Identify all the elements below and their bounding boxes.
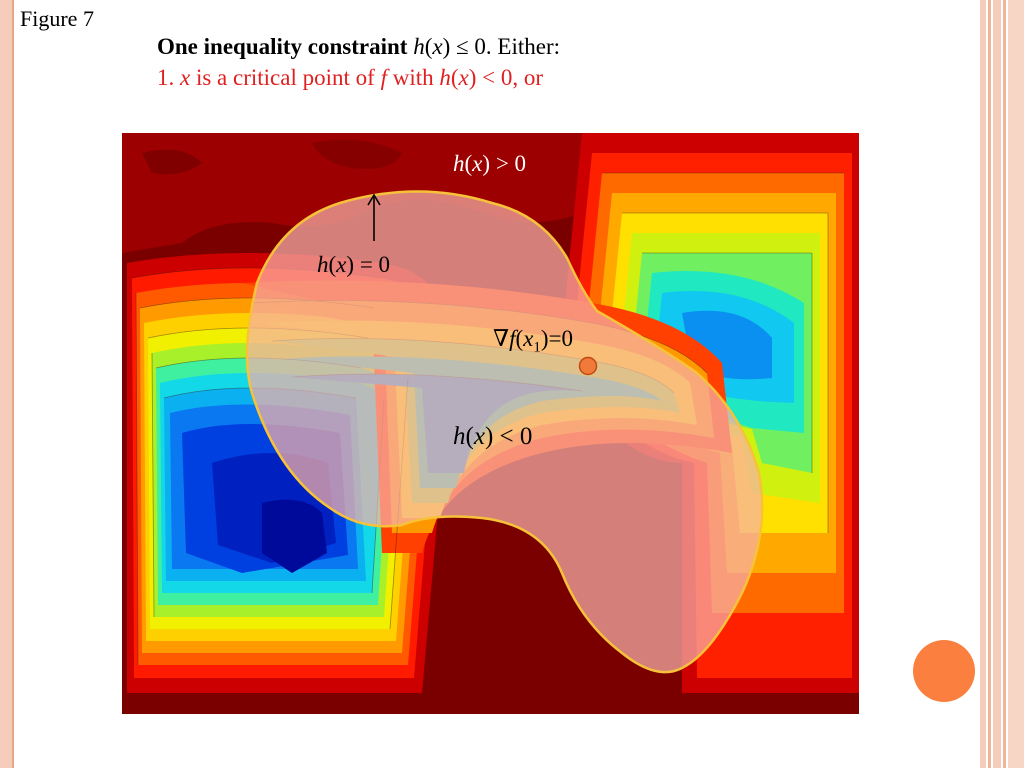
subtitle-mid: is a critical point of xyxy=(190,65,381,90)
contour-plot xyxy=(122,133,859,714)
subtitle-with: with xyxy=(386,65,440,90)
subtitle-x: x xyxy=(180,65,191,90)
contour-patch xyxy=(142,149,202,175)
title-x: x xyxy=(432,34,443,59)
slide-frame-left xyxy=(0,0,12,768)
label-gradient-zero: ∇f(x1)=0 xyxy=(493,326,573,356)
feasible-region xyxy=(245,190,764,674)
title-rest: ≤ 0. Either: xyxy=(450,34,560,59)
label-h-boundary: h(x) = 0 xyxy=(317,252,391,277)
slide-title: One inequality constraint h(x) ≤ 0. Eith… xyxy=(157,34,560,59)
subtitle-h: h xyxy=(439,65,451,90)
contour-patch xyxy=(312,139,402,169)
slide-frame-right xyxy=(980,0,1024,768)
contour-band-top xyxy=(122,133,582,253)
subtitle-f: f xyxy=(380,65,387,90)
subtitle-end: < 0, or xyxy=(476,65,544,90)
subtitle-x2: x xyxy=(458,65,469,90)
figure-label: Figure 7 xyxy=(20,6,94,31)
slide-decoration-dot xyxy=(913,640,975,702)
title-h: h xyxy=(413,34,425,59)
title-bold: One inequality constraint xyxy=(157,34,408,59)
critical-point-marker xyxy=(578,356,598,376)
boundary-arrow xyxy=(367,193,381,241)
label-h-positive: h(x) > 0 xyxy=(453,151,527,176)
slide-frame-left-line xyxy=(12,0,14,768)
slide-subtitle: 1. x is a critical point of f with h(x) … xyxy=(157,65,544,90)
subtitle-num: 1. xyxy=(157,65,180,90)
label-h-negative: h(x) < 0 xyxy=(453,423,533,450)
